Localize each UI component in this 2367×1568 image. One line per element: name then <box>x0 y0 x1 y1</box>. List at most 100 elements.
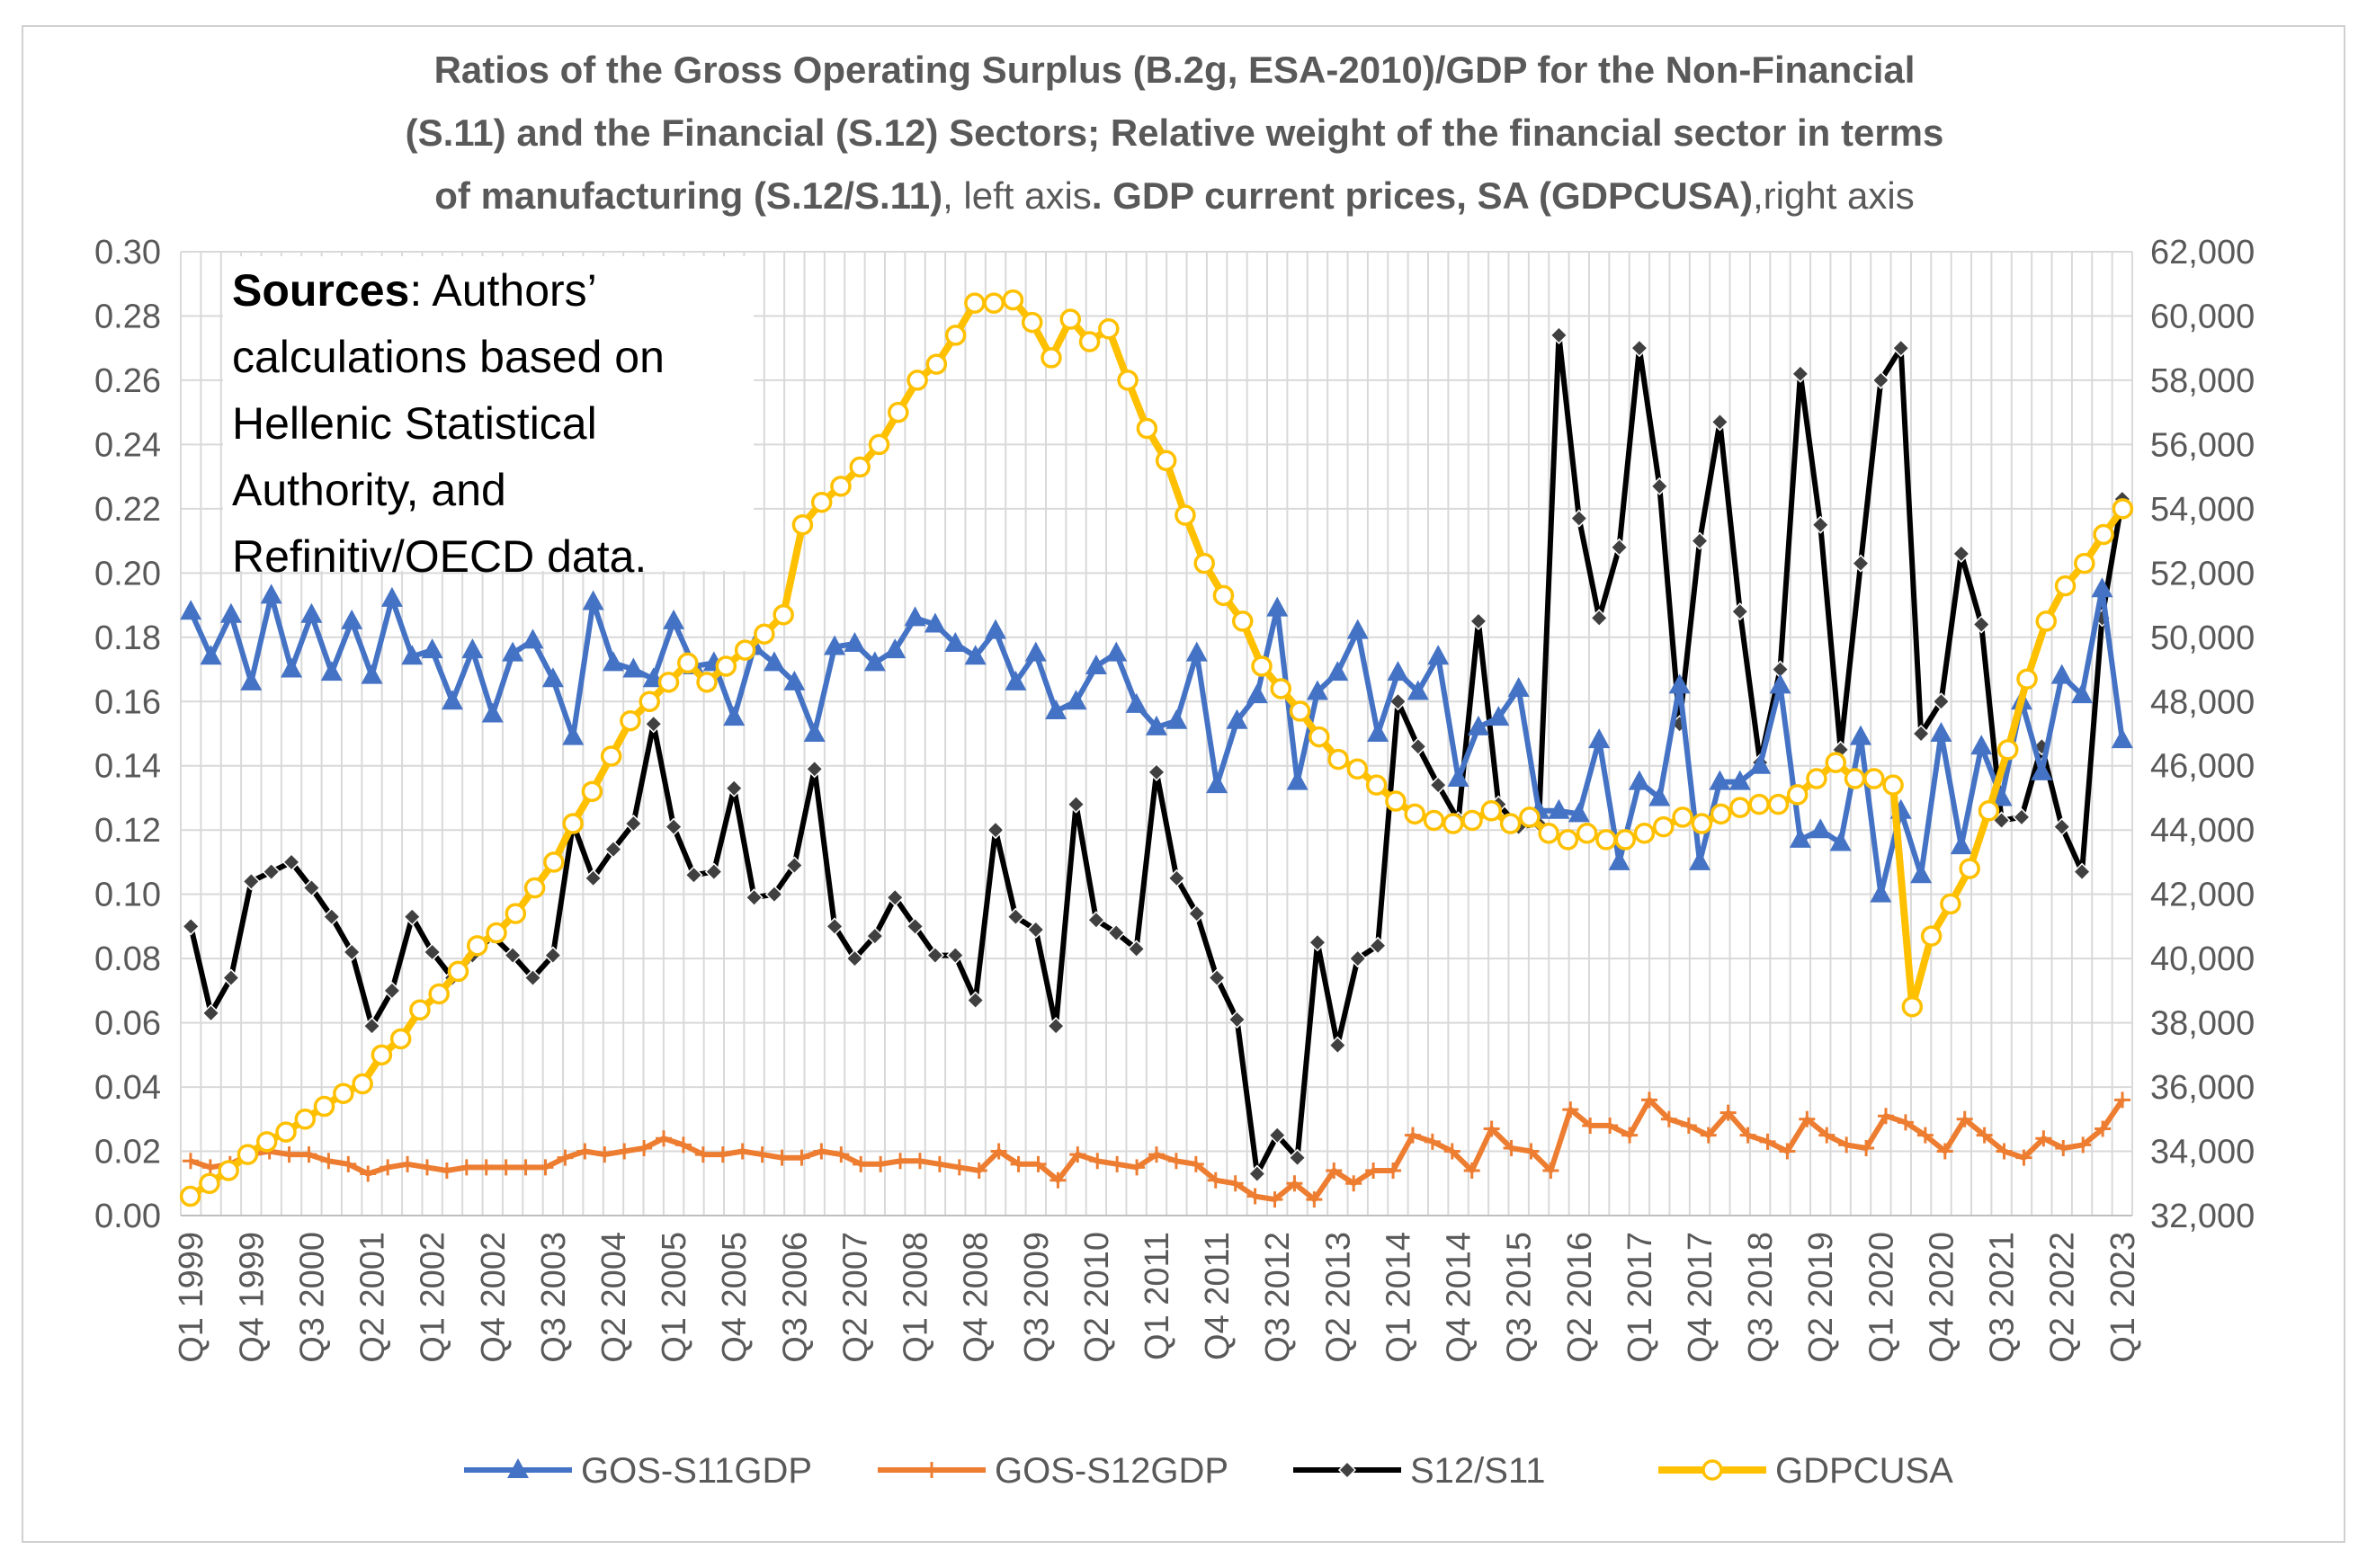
data-point <box>1127 940 1146 958</box>
data-point <box>409 999 431 1021</box>
data-point <box>1950 834 1972 855</box>
series-gdpcusa <box>179 289 2134 1207</box>
title-segment: of manufacturing (S.12/S.11) <box>434 174 942 217</box>
data-point <box>907 370 928 391</box>
data-point <box>1640 1091 1657 1109</box>
data-point <box>983 292 1005 314</box>
data-point <box>1588 728 1611 749</box>
data-point <box>1806 768 1827 789</box>
data-point <box>467 935 488 957</box>
legend-label: S12/S11 <box>1410 1451 1546 1491</box>
data-point <box>255 1131 278 1153</box>
data-point <box>1730 602 1749 621</box>
data-point <box>696 672 718 693</box>
data-point <box>1799 1110 1816 1127</box>
y-axis-right: 32,000 34,000 36,000 38,000 40,000 42,000 44,0… <box>2150 234 2255 1235</box>
data-point <box>1729 797 1751 818</box>
data-point <box>584 869 603 887</box>
data-point <box>906 917 924 936</box>
data-point <box>1005 670 1027 690</box>
y-left-tick-label: 0.26 <box>94 362 161 400</box>
data-point <box>1959 858 1980 879</box>
data-point <box>1595 829 1617 851</box>
data-point <box>403 907 422 926</box>
series-gos-s12gdp <box>182 1091 2131 1208</box>
legend-item: S12/S11 <box>1293 1451 1546 1491</box>
data-point <box>1791 364 1809 383</box>
data-point <box>418 1159 435 1176</box>
y-axis-left: 0.00 0.02 0.04 0.06 0.08 0.10 0.12 0.14 0.16 0.18… <box>94 234 161 1235</box>
x-tick-label: Q1 1999 <box>173 1232 210 1363</box>
y-left-tick-label: 0.08 <box>94 940 161 978</box>
data-point <box>1844 768 1866 789</box>
data-point <box>715 655 737 677</box>
data-point <box>1621 1127 1639 1144</box>
data-point <box>1337 1460 1357 1480</box>
data-point <box>2055 1139 2072 1156</box>
data-point <box>884 638 907 659</box>
data-point <box>1129 1159 1146 1176</box>
data-point <box>541 667 564 688</box>
y-left-tick-label: 0.20 <box>94 555 161 592</box>
data-point <box>1668 673 1691 694</box>
data-point <box>1608 850 1630 870</box>
data-point <box>1557 829 1579 851</box>
data-point <box>1231 610 1254 632</box>
data-point <box>1576 823 1598 844</box>
note-line: Refinitiv/OECD data. <box>232 531 647 582</box>
data-point <box>1811 515 1830 534</box>
data-point <box>2095 1120 2112 1137</box>
data-point <box>428 983 450 1005</box>
data-point <box>1050 1172 1067 1189</box>
data-point <box>1021 311 1043 334</box>
data-point <box>888 401 909 423</box>
data-point <box>1863 768 1885 789</box>
data-point <box>1069 1146 1086 1163</box>
data-point <box>1878 1108 1895 1125</box>
x-tick-label: Q2 2019 <box>1802 1232 1840 1363</box>
data-point <box>182 917 201 936</box>
data-point <box>2050 664 2073 684</box>
data-point <box>1175 504 1196 526</box>
legend-label: GOS-S12GDP <box>995 1451 1228 1491</box>
data-point <box>1078 331 1101 352</box>
data-point <box>1916 1127 1934 1144</box>
data-point <box>1309 726 1330 748</box>
data-point <box>904 606 926 627</box>
data-point <box>240 670 263 690</box>
y-left-tick-label: 0.00 <box>94 1198 161 1235</box>
data-point <box>853 1155 870 1172</box>
data-point <box>382 981 401 1000</box>
data-point <box>704 862 723 881</box>
data-point <box>1247 1164 1266 1183</box>
data-point <box>1568 802 1590 823</box>
data-point <box>1650 477 1669 495</box>
data-point <box>523 877 546 899</box>
data-point <box>830 476 852 497</box>
data-point <box>1483 1120 1500 1137</box>
data-point <box>1268 1126 1287 1145</box>
data-point <box>1610 538 1629 557</box>
chart-svg: Ratios of the Gross Operating Surplus (B… <box>94 49 2255 1491</box>
data-point <box>1346 619 1369 639</box>
data-point <box>1286 770 1309 790</box>
data-point <box>1467 715 1489 735</box>
data-point <box>322 907 341 926</box>
data-point <box>1328 1036 1347 1055</box>
y-left-tick-label: 0.14 <box>94 748 161 786</box>
y-right-tick-label: 48,000 <box>2150 683 2255 721</box>
data-point <box>199 1172 220 1195</box>
data-point <box>523 968 542 987</box>
data-point <box>1167 1153 1184 1170</box>
data-point <box>1463 1162 1480 1179</box>
data-point <box>497 1159 514 1176</box>
data-point <box>2075 1136 2092 1154</box>
data-point <box>1404 803 1425 825</box>
data-point <box>1897 1114 1914 1131</box>
data-point <box>537 1159 554 1176</box>
data-point <box>1882 774 1904 796</box>
x-tick-label: Q3 2015 <box>1501 1232 1539 1363</box>
data-point <box>1107 923 1126 942</box>
title-segment: ,right axis <box>1753 174 1915 217</box>
data-point <box>1187 904 1206 923</box>
